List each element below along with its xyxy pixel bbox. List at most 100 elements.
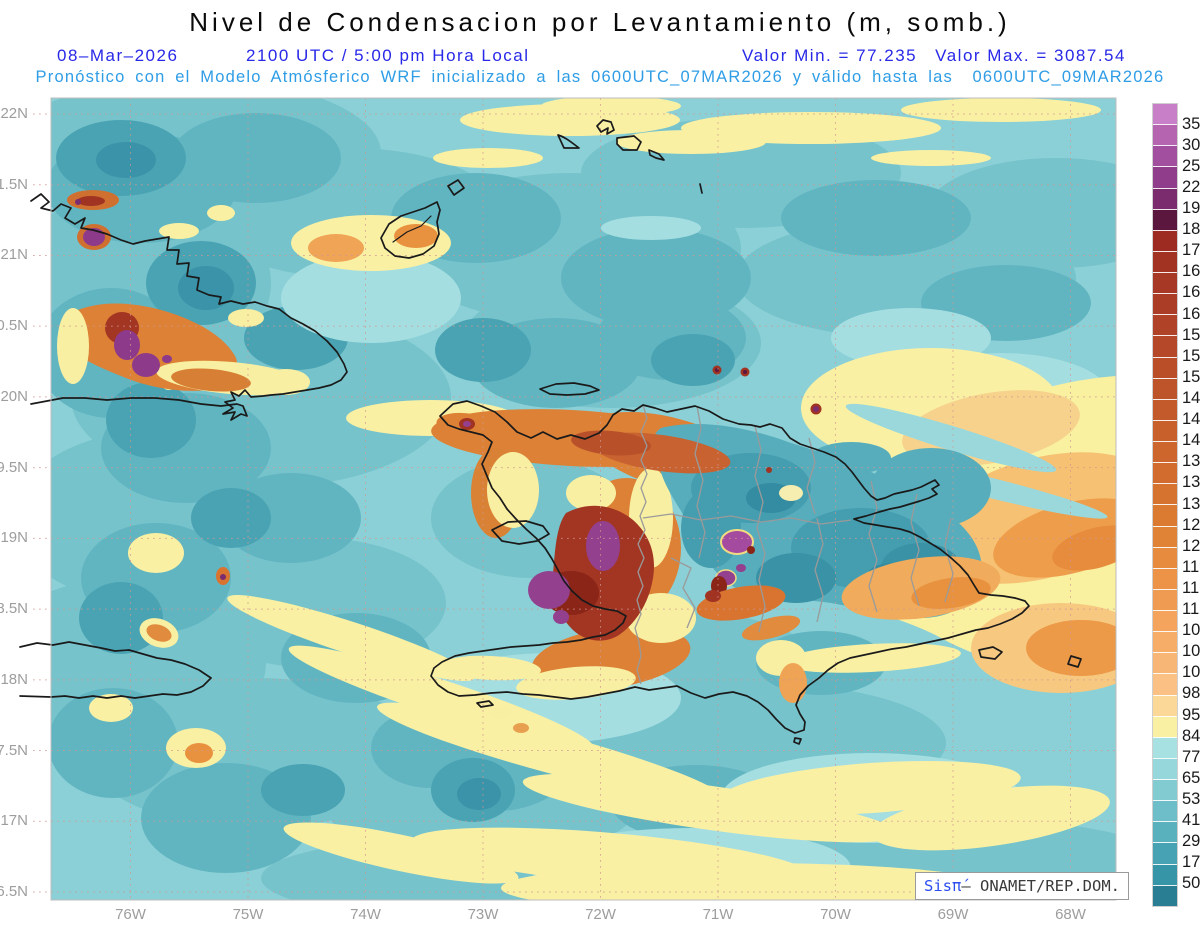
island-mona	[1067, 655, 1082, 668]
colorbar-level: 1265	[1182, 515, 1200, 534]
colorbar-segment	[1153, 208, 1177, 230]
colorbar-segment	[1153, 546, 1177, 568]
admin-borders	[634, 404, 954, 685]
colorbar-level: 3000	[1182, 135, 1200, 154]
colorbar-level: 650	[1182, 768, 1200, 787]
colorbar-level: 1160	[1182, 578, 1200, 597]
colorbar-segment	[1153, 884, 1177, 906]
lon-label: 72W	[585, 906, 616, 923]
colorbar-segment	[1153, 757, 1177, 779]
page-title: Nivel de Condensacion por Levantamiento …	[189, 7, 1011, 37]
lat-label: 21N	[0, 246, 28, 264]
colorbar-level: 1300	[1182, 494, 1200, 513]
lon-label: 69W	[937, 906, 969, 923]
colorbar-segment	[1153, 588, 1177, 610]
colorbar-level: 2200	[1182, 177, 1200, 196]
coastline-hispaniola	[430, 400, 1030, 734]
lat-label: 9.5N	[0, 458, 28, 476]
colorbar-level: 2500	[1182, 156, 1200, 175]
colorbar-segment	[1153, 462, 1177, 484]
value-max: Valor Max. = 3087.54	[935, 46, 1126, 65]
colorbar-level: 50	[1182, 874, 1200, 893]
lon-label: 71W	[702, 906, 734, 923]
lon-label: 75W	[232, 906, 264, 923]
colorbar-level: 1230	[1182, 536, 1200, 555]
colorbar-level: 1090	[1182, 621, 1200, 640]
colorbar-segment	[1153, 631, 1177, 653]
colorbar-level: 1580	[1182, 325, 1200, 344]
island-mayaguana	[447, 179, 465, 196]
lon-label: 68W	[1055, 906, 1086, 923]
lat-label: 0.5N	[0, 317, 28, 335]
lat-label: 18N	[0, 670, 28, 688]
contour-field	[51, 98, 1116, 900]
gridlines	[33, 98, 1116, 900]
colorbar-level: 1405	[1182, 431, 1200, 450]
lat-label: 6.5N	[0, 882, 28, 900]
island-ile-a-vache	[476, 700, 494, 708]
colorbar-level: 1650	[1182, 283, 1200, 302]
colorbar-segment	[1153, 145, 1177, 167]
colorbar-level: 985	[1182, 684, 1200, 703]
colorbar-segment	[1153, 800, 1177, 822]
island-great-inagua-lagoon	[392, 215, 432, 243]
island-caicos-east	[616, 135, 642, 151]
colorbar-segment	[1153, 567, 1177, 589]
lat-label: 8.5N	[0, 600, 28, 618]
colorbar-level: 3500	[1182, 114, 1200, 133]
colorbar-level: 1020	[1182, 663, 1200, 682]
watermark-box: Sisπ́ – ONAMET/REP.DOM.	[915, 872, 1129, 900]
colorbar-segment	[1153, 610, 1177, 632]
island-caicos-west	[557, 134, 580, 149]
island-saona	[978, 646, 1003, 660]
colorbar-segment	[1153, 293, 1177, 315]
colorbar-segment	[1153, 104, 1177, 125]
island-beata	[793, 737, 802, 745]
sispi-logo: Sisπ́	[924, 877, 962, 895]
colorbar-level: 1335	[1182, 473, 1200, 492]
plot-border	[50, 97, 1117, 901]
colorbar-level: 1950	[1182, 199, 1200, 218]
value-min: Valor Min. = 77.235	[742, 46, 918, 65]
colorbar-segment	[1153, 652, 1177, 674]
lon-label: 76W	[115, 906, 146, 923]
colorbar-segment	[1153, 419, 1177, 441]
colorbar-level: 840	[1182, 726, 1200, 745]
island-turks-cay	[699, 183, 703, 194]
island-gonave	[491, 520, 550, 545]
model-subtitle: Pronóstico con el Modelo Atmósferico WRF…	[35, 68, 1165, 86]
lon-label: 74W	[350, 906, 381, 923]
island-turks	[648, 149, 665, 161]
colorbar-segment	[1153, 441, 1177, 463]
colorbar-segment	[1153, 694, 1177, 716]
colorbar-level: 1475	[1182, 388, 1200, 407]
colorbar-segment	[1153, 187, 1177, 209]
colorbar-segment	[1153, 842, 1177, 864]
watermark-dash: –	[961, 877, 980, 895]
lon-label: 73W	[467, 906, 499, 923]
colorbar-segment	[1153, 229, 1177, 251]
colorbar-level: 1125	[1182, 600, 1200, 619]
lat-label: 1.5N	[0, 175, 28, 193]
colorbar-segment	[1153, 673, 1177, 695]
lat-label: 7.5N	[0, 741, 28, 759]
colorbar-segment	[1153, 314, 1177, 336]
lat-label: 20N	[0, 387, 28, 405]
colorbar-segment	[1153, 863, 1177, 885]
forecast-date: 08–Mar–2026	[57, 46, 179, 65]
colorbar-segment	[1153, 377, 1177, 399]
watermark-org: ONAMET/REP.DOM.	[980, 877, 1120, 895]
coastlines	[19, 119, 1082, 745]
colorbar-segment	[1153, 483, 1177, 505]
colorbar-level: 770	[1182, 747, 1200, 766]
colorbar-level: 1195	[1182, 557, 1200, 576]
colorbar-level: 1685	[1182, 262, 1200, 281]
colorbar-level: 1545	[1182, 346, 1200, 365]
colorbar-level: 530	[1182, 789, 1200, 808]
value-range: Valor Min. = 77.235 Valor Max. = 3087.54	[742, 46, 1144, 66]
coastline-cuba	[30, 193, 348, 421]
colorbar	[1152, 103, 1178, 907]
forecast-meta-row: 08–Mar–2026 2100 UTC / 5:00 pm Hora Loca…	[0, 46, 1200, 66]
